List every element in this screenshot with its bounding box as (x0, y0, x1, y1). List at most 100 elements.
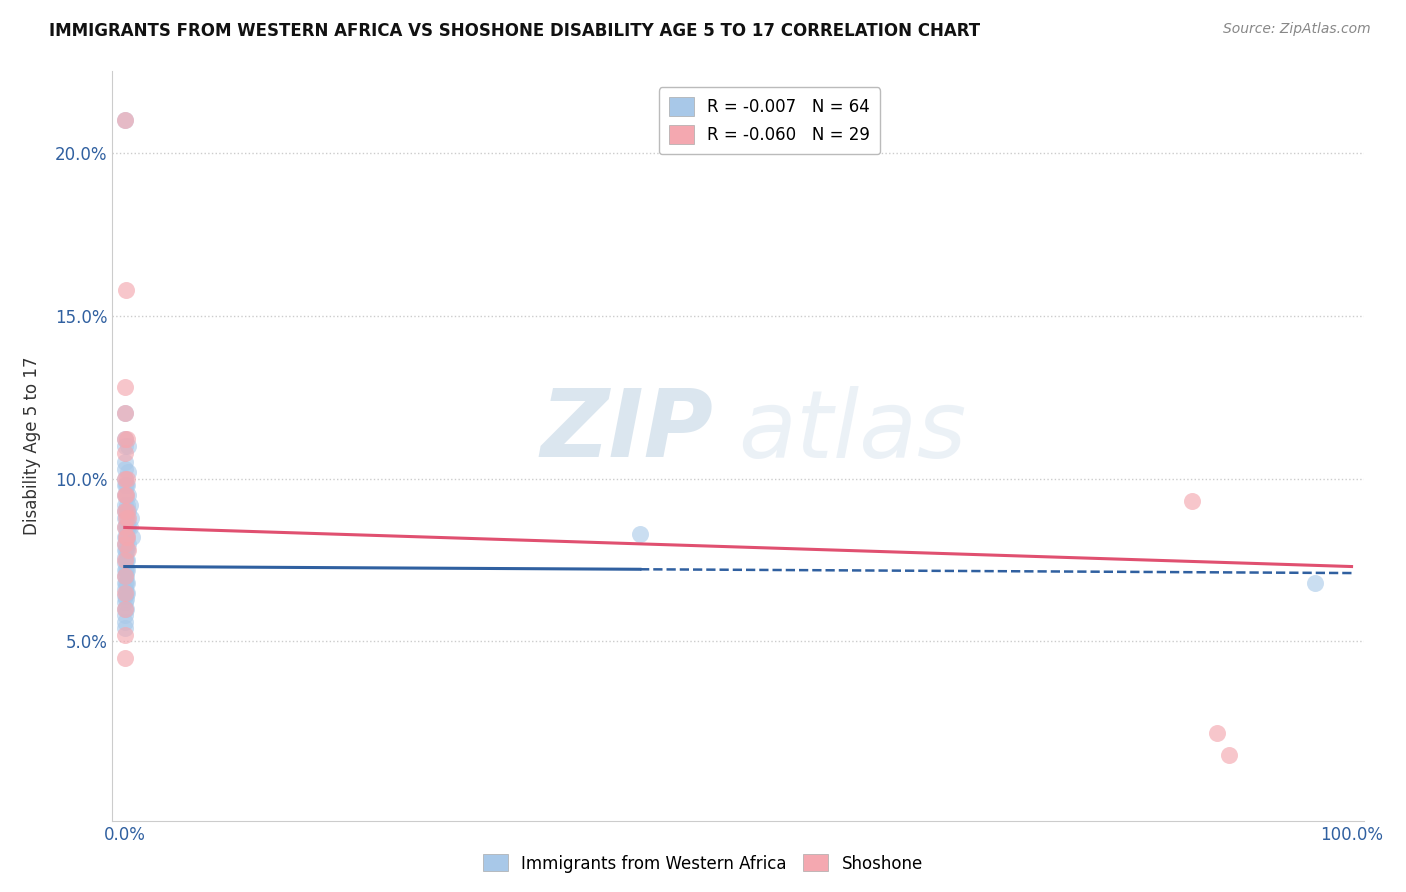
Point (117, 439, 139, 453)
Point (114, 478, 136, 492)
Point (115, 478, 138, 492)
Point (115, 510, 138, 524)
Point (115, 585, 138, 599)
Text: Source: ZipAtlas.com: Source: ZipAtlas.com (1223, 22, 1371, 37)
Point (115, 553, 138, 567)
Point (114, 488, 136, 502)
Point (115, 602, 138, 616)
Point (114, 113, 136, 128)
Point (114, 504, 136, 518)
Point (114, 537, 136, 551)
Point (115, 592, 138, 607)
Text: IMMIGRANTS FROM WESTERN AFRICA VS SHOSHONE DISABILITY AGE 5 TO 17 CORRELATION CH: IMMIGRANTS FROM WESTERN AFRICA VS SHOSHO… (49, 22, 980, 40)
Point (1303, 575, 1326, 590)
Point (115, 488, 138, 502)
Point (114, 406, 136, 420)
Point (114, 622, 136, 636)
Point (1181, 494, 1204, 508)
Point (115, 520, 138, 534)
Point (120, 510, 142, 524)
Point (114, 650, 136, 665)
Point (115, 530, 138, 544)
Point (114, 520, 136, 534)
Point (115, 530, 138, 544)
Point (114, 433, 136, 447)
Text: ZIP: ZIP (540, 385, 713, 477)
Point (114, 549, 136, 564)
Point (114, 504, 136, 518)
Point (115, 478, 138, 492)
Point (114, 510, 136, 524)
Point (115, 504, 138, 518)
Point (114, 498, 136, 512)
Point (114, 113, 136, 128)
Point (114, 553, 136, 567)
Point (115, 510, 138, 524)
Point (114, 433, 136, 447)
Text: atlas: atlas (738, 385, 966, 476)
Point (115, 472, 138, 486)
Point (114, 472, 136, 486)
Point (117, 504, 139, 518)
Point (121, 530, 143, 544)
Point (115, 575, 138, 590)
Point (115, 498, 138, 512)
Point (115, 283, 138, 297)
Y-axis label: Disability Age 5 to 17: Disability Age 5 to 17 (24, 357, 41, 535)
Point (117, 488, 139, 502)
Point (114, 520, 136, 534)
Point (114, 488, 136, 502)
Point (114, 445, 136, 459)
Point (114, 575, 136, 590)
Point (115, 520, 138, 534)
Point (114, 582, 136, 597)
Point (118, 520, 141, 534)
Point (114, 569, 136, 583)
Point (114, 602, 136, 616)
Point (114, 615, 136, 629)
Point (115, 488, 138, 502)
Point (115, 543, 138, 558)
Legend: R = -0.007   N = 64, R = -0.060   N = 29: R = -0.007 N = 64, R = -0.060 N = 29 (659, 87, 880, 154)
Point (114, 406, 136, 420)
Point (115, 543, 138, 558)
Point (114, 602, 136, 616)
Point (115, 553, 138, 567)
Point (115, 563, 138, 577)
Point (1218, 748, 1240, 763)
Point (114, 462, 136, 476)
Point (115, 563, 138, 577)
Point (114, 563, 136, 577)
Point (117, 543, 139, 558)
Point (628, 527, 651, 541)
Point (118, 498, 141, 512)
Point (117, 520, 139, 534)
Point (115, 569, 138, 583)
Point (114, 380, 136, 394)
Point (114, 585, 136, 599)
Point (114, 569, 136, 583)
Point (115, 433, 138, 447)
Point (114, 589, 136, 603)
Point (115, 585, 138, 599)
Point (115, 504, 138, 518)
Point (114, 543, 136, 558)
Point (114, 556, 136, 570)
Point (114, 628, 136, 642)
Point (114, 439, 136, 453)
Point (114, 455, 136, 469)
Point (1205, 725, 1227, 739)
Point (115, 530, 138, 544)
Point (114, 472, 136, 486)
Point (114, 530, 136, 544)
Point (115, 530, 138, 544)
Point (117, 465, 139, 479)
Point (117, 510, 139, 524)
Legend: Immigrants from Western Africa, Shoshone: Immigrants from Western Africa, Shoshone (477, 847, 929, 880)
Point (117, 537, 139, 551)
Point (115, 575, 138, 590)
Point (114, 608, 136, 623)
Point (114, 537, 136, 551)
Point (115, 537, 138, 551)
Point (114, 595, 136, 609)
